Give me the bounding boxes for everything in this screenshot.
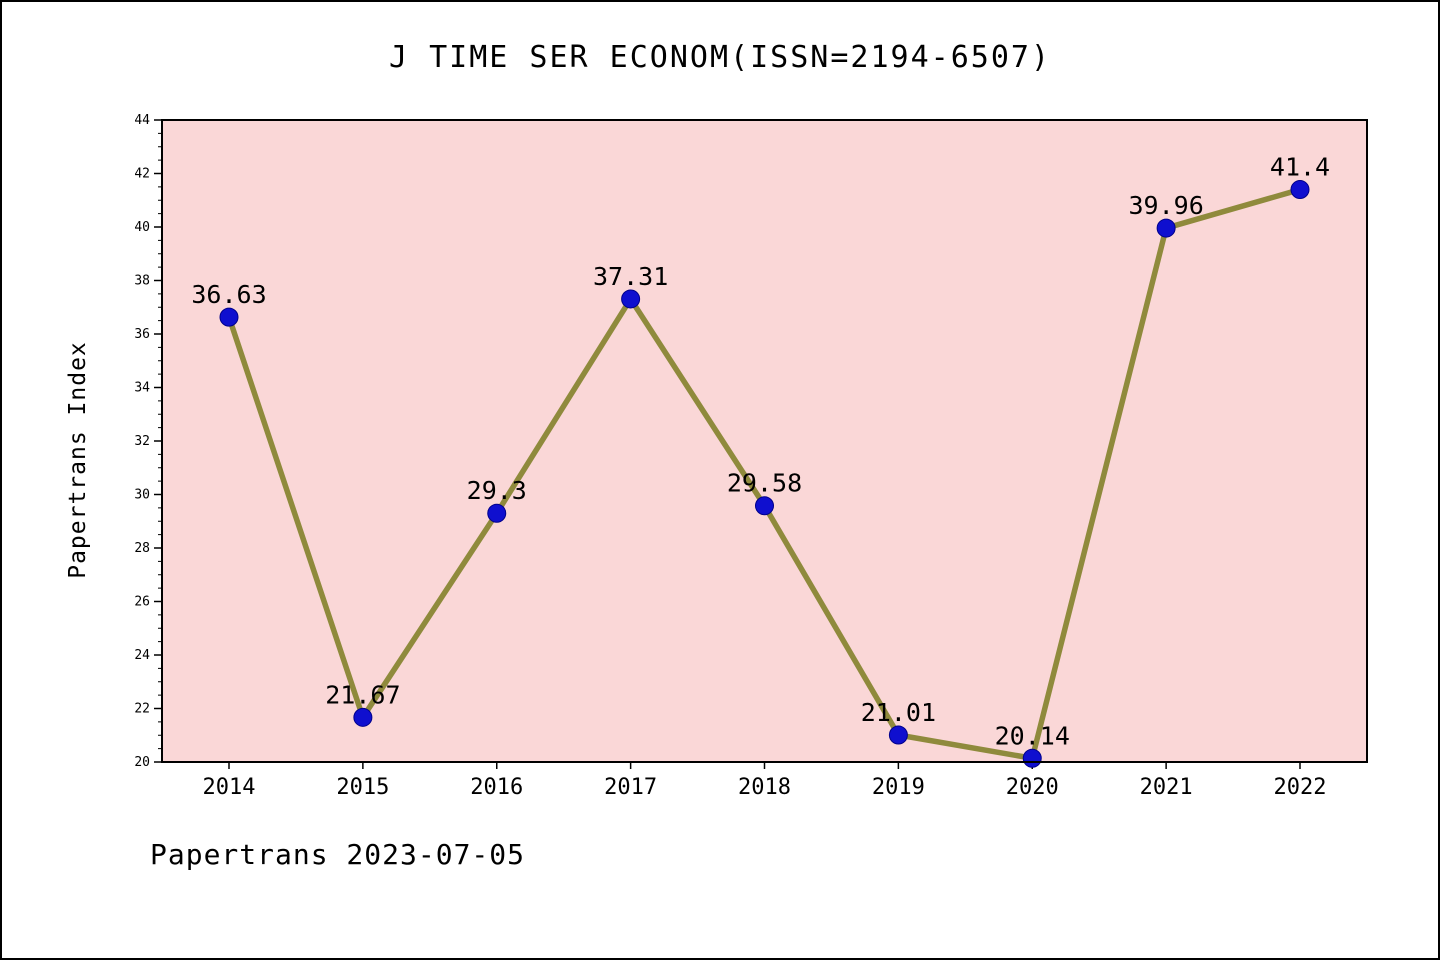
data-point-label: 36.63 [191, 280, 266, 309]
x-tick-label: 2021 [1140, 775, 1193, 800]
y-tick-label: 38 [134, 274, 150, 289]
x-tick-label: 2017 [604, 775, 657, 800]
y-tick-label: 42 [134, 167, 150, 182]
data-point [888, 725, 908, 745]
y-tick-label: 26 [134, 595, 150, 610]
x-tick-label: 2015 [336, 775, 389, 800]
y-tick-label: 34 [134, 381, 150, 396]
data-point [621, 289, 641, 309]
data-point [755, 496, 774, 516]
data-point-label: 21.01 [861, 698, 936, 727]
data-point-label: 20.14 [995, 721, 1070, 750]
y-tick-label: 20 [134, 755, 150, 770]
y-tick-label: 40 [134, 220, 150, 235]
x-tick-label: 2016 [470, 775, 523, 800]
y-tick-label: 44 [134, 113, 150, 128]
y-tick-label: 24 [134, 648, 150, 663]
data-point [487, 503, 507, 523]
y-tick-label: 32 [134, 434, 150, 449]
footer-watermark: Papertrans 2023-07-05 [150, 838, 526, 871]
chart-title: J TIME SER ECONOM(ISSN=2194-6507) [388, 40, 1052, 75]
data-point-label: 21.67 [325, 680, 400, 709]
data-point-label: 41.4 [1270, 153, 1330, 182]
data-point [1156, 218, 1176, 238]
data-point [1290, 180, 1310, 200]
x-tick-label: 2019 [872, 775, 925, 800]
x-tick-label: 2018 [738, 775, 791, 800]
data-point [219, 307, 239, 327]
y-tick-label: 30 [134, 488, 150, 503]
data-point [353, 707, 373, 727]
y-tick-label: 22 [134, 702, 150, 717]
y-tick-label: 28 [134, 541, 150, 556]
data-point-label: 29.3 [467, 476, 527, 505]
x-tick-label: 2022 [1274, 775, 1327, 800]
plot-border [161, 119, 1368, 763]
data-point-label: 37.31 [593, 262, 668, 291]
data-point [1022, 748, 1042, 768]
data-point-label: 39.96 [1128, 191, 1203, 220]
x-tick-label: 2014 [203, 775, 256, 800]
x-tick-label: 2020 [1006, 775, 1059, 800]
data-point-label: 29.58 [727, 469, 802, 498]
y-tick-label: 36 [134, 327, 150, 342]
